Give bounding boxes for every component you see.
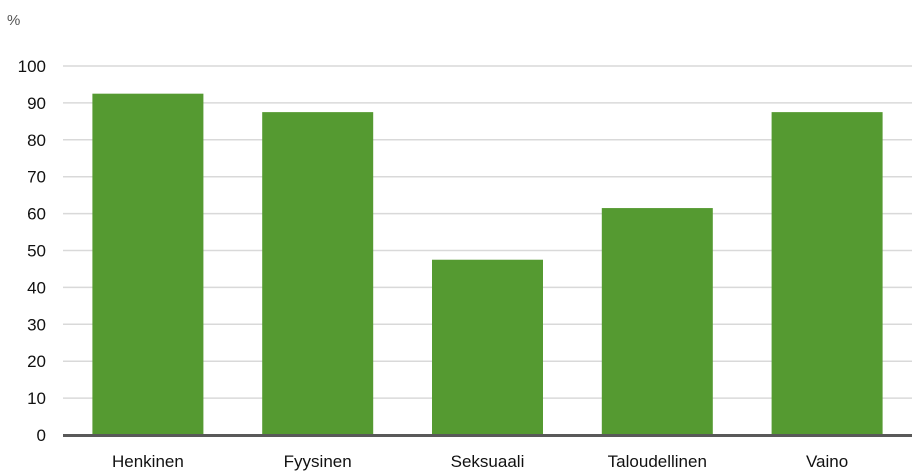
y-tick-label: 20 — [27, 352, 46, 371]
y-tick-label: 70 — [27, 168, 46, 187]
gridlines — [63, 65, 912, 399]
bar-vaino — [771, 112, 883, 435]
y-axis-tick-labels: 0 10 20 30 40 50 60 70 80 90 100 — [18, 57, 46, 445]
bar-taloudellinen — [601, 208, 713, 435]
x-axis-tick-labels: Henkinen Fyysinen Seksuaali Taloudellinen Va… — [112, 452, 848, 471]
y-tick-label: 60 — [27, 205, 46, 224]
x-tick-label: Henkinen — [112, 452, 184, 471]
x-tick-label: Seksuaali — [451, 452, 525, 471]
y-tick-label: 40 — [27, 278, 46, 297]
bars — [92, 93, 883, 436]
bar-henkinen — [92, 93, 204, 436]
x-tick-label: Taloudellinen — [608, 452, 707, 471]
y-tick-label: 100 — [18, 57, 46, 76]
y-tick-label: 50 — [27, 242, 46, 261]
bar-fyysinen — [262, 112, 374, 435]
x-tick-label: Vaino — [806, 452, 848, 471]
y-tick-label: 0 — [37, 426, 46, 445]
x-tick-label: Fyysinen — [284, 452, 352, 471]
y-tick-label: 30 — [27, 315, 46, 334]
y-tick-label: 80 — [27, 131, 46, 150]
y-tick-label: 10 — [27, 389, 46, 408]
y-tick-label: 90 — [27, 94, 46, 113]
y-axis-unit-label: % — [7, 12, 20, 29]
bar-seksuaali — [432, 259, 543, 435]
